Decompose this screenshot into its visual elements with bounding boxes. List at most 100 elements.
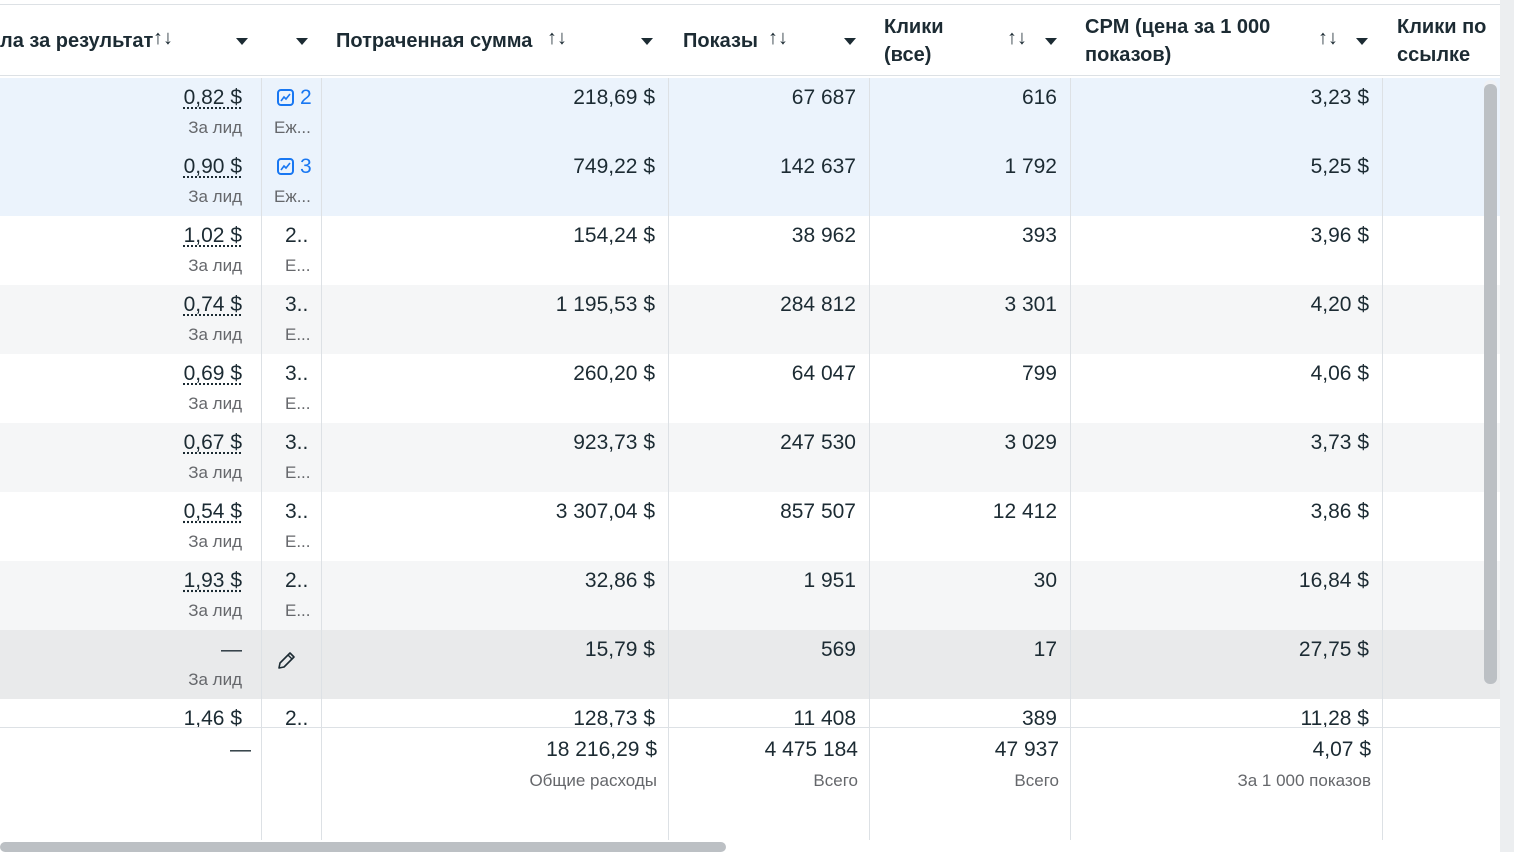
table-cell-clicks: 17 [869, 630, 1071, 699]
totals-cost-per-result: — [230, 738, 251, 761]
table-row[interactable]: — За лид 15,79 $ 569 17 27,75 $ [0, 630, 1500, 699]
spent-value: 32,86 $ [584, 569, 655, 592]
table-row[interactable]: 0,82 $ За лид 2 Еж... 218,69 $ 67 687 616 3,23 … [0, 78, 1500, 147]
chevron-down-icon[interactable] [236, 38, 248, 45]
table-cell-spent: 218,69 $ [321, 78, 669, 147]
table-cell-cpm: 3,86 $ [1070, 492, 1383, 561]
sort-icon[interactable]: ↑↓ [768, 27, 788, 49]
table-row[interactable]: 0,54 $ За лид 3.. Е... 3 307,04 $ 857 507 12 4… [0, 492, 1500, 561]
totals-spent: 18 216,29 $ [546, 738, 657, 761]
table-cell-cpr: 1,02 $ За лид [0, 216, 262, 285]
column-header-link-clicks[interactable]: Клики по ссылке [1382, 4, 1500, 76]
table-row[interactable]: 0,74 $ За лид 3.. Е... 1 195,53 $ 284 812 3 30… [0, 285, 1500, 354]
spent-value: 15,79 $ [584, 638, 655, 661]
cpm-value: 16,84 $ [1298, 569, 1369, 592]
delivery-value: 2.. [285, 707, 309, 730]
trend-chart-icon[interactable] [277, 89, 294, 106]
table-cell-impr: 857 507 [668, 492, 870, 561]
table-cell-cpr: 1,93 $ За лид [0, 561, 262, 630]
cost-per-result-value[interactable]: 1,93 $ [183, 569, 242, 592]
column-header-delivery[interactable] [261, 4, 322, 76]
impressions-value: 1 951 [803, 569, 856, 592]
impressions-value: 67 687 [791, 86, 856, 109]
cost-per-result-value[interactable]: 0,90 $ [183, 155, 242, 178]
pencil-icon[interactable] [275, 650, 297, 677]
cpm-value: 27,75 $ [1298, 638, 1369, 661]
column-header-impressions[interactable]: Показы ↑↓ [668, 4, 870, 76]
chevron-down-icon[interactable] [641, 38, 653, 45]
cost-per-result-label: За лид [188, 394, 242, 413]
table-cell-spent: 15,79 $ [321, 630, 669, 699]
totals-impressions: 4 475 184 [764, 738, 858, 761]
impressions-value: 857 507 [780, 500, 856, 523]
cost-per-result-value[interactable]: 1,02 $ [183, 224, 242, 247]
table-row[interactable]: 0,69 $ За лид 3.. Е... 260,20 $ 64 047 799 4,06… [0, 354, 1500, 423]
vertical-scrollbar-thumb[interactable] [1484, 84, 1497, 684]
table-cell-spent: 154,24 $ [321, 216, 669, 285]
clicks-value: 3 301 [1004, 293, 1057, 316]
table-cell-impr: 38 962 [668, 216, 870, 285]
table-row[interactable]: 0,67 $ За лид 3.. Е... 923,73 $ 247 530 3 029 3… [0, 423, 1500, 492]
horizontal-scrollbar-thumb[interactable] [0, 842, 726, 852]
chevron-down-icon[interactable] [1045, 38, 1057, 45]
cost-per-result-value[interactable]: 0,67 $ [183, 431, 242, 454]
column-header-clicks-all[interactable]: Клики (все) ↑↓ [869, 4, 1071, 76]
sort-icon[interactable]: ↑↓ [1318, 27, 1338, 49]
column-header-cost-per-result[interactable]: ла за результат ↑↓ [0, 4, 262, 76]
sort-icon[interactable]: ↑↓ [1007, 27, 1027, 49]
table-cell-impr: 247 530 [668, 423, 870, 492]
table-row[interactable]: 1,02 $ За лид 2.. Е... 154,24 $ 38 962 393 3,96… [0, 216, 1500, 285]
cpm-value: 4,06 $ [1310, 362, 1369, 385]
cost-per-result-value[interactable]: 0,54 $ [183, 500, 242, 523]
cost-per-result-label: За лид [188, 532, 242, 551]
clicks-value: 1 792 [1004, 155, 1057, 178]
table-cell-clicks: 799 [869, 354, 1071, 423]
table-cell-delivery: 3.. Е... [261, 492, 322, 561]
totals-cell-delivery [261, 728, 322, 840]
cost-per-result-value[interactable]: 0,82 $ [183, 86, 242, 109]
totals-clicks: 47 937 [994, 738, 1059, 761]
table-cell-delivery [261, 630, 322, 699]
sort-icon[interactable]: ↑↓ [547, 27, 567, 49]
delivery-label: Е... [285, 601, 311, 620]
totals-cell-link-clicks [1382, 728, 1500, 840]
column-title-cpm-line1: CPM (цена за 1 000 [1085, 16, 1271, 38]
cpm-value: 3,23 $ [1310, 86, 1369, 109]
chevron-down-icon[interactable] [1356, 38, 1368, 45]
table-cell-delivery: 3.. Е... [261, 354, 322, 423]
delivery-value[interactable]: 2 [300, 86, 312, 109]
totals-cell-clicks: 47 937 Всего [869, 728, 1071, 840]
table-cell-spent: 260,20 $ [321, 354, 669, 423]
delivery-value[interactable]: 3 [300, 155, 312, 178]
chevron-down-icon[interactable] [296, 38, 308, 45]
delivery-value: 2.. [285, 569, 309, 592]
delivery-label: Е... [285, 463, 311, 482]
cost-per-result-value[interactable]: 0,74 $ [183, 293, 242, 316]
table-cell-impr: 67 687 [668, 78, 870, 147]
sort-icon[interactable]: ↑↓ [153, 27, 173, 49]
clicks-value: 389 [1021, 707, 1057, 730]
table-cell-spent: 32,86 $ [321, 561, 669, 630]
impressions-value: 569 [820, 638, 856, 661]
delivery-label: Еж... [274, 118, 311, 137]
table-row[interactable]: 1,93 $ За лид 2.. Е... 32,86 $ 1 951 30 16,84 $ [0, 561, 1500, 630]
table-row[interactable]: 0,90 $ За лид 3 Еж... 749,22 $ 142 637 1 792 5,… [0, 147, 1500, 216]
chevron-down-icon[interactable] [844, 38, 856, 45]
column-header-spent[interactable]: Потраченная сумма ↑↓ [321, 4, 669, 76]
table-cell-clicks: 393 [869, 216, 1071, 285]
delivery-value: 3.. [285, 362, 309, 385]
clicks-value: 393 [1021, 224, 1057, 247]
column-header-cpm[interactable]: CPM (цена за 1 000 показов) ↑↓ [1070, 4, 1383, 76]
table-cell-spent: 923,73 $ [321, 423, 669, 492]
column-title-spent: Потраченная сумма [336, 30, 533, 52]
table-cell-delivery: 3 Еж... [261, 147, 322, 216]
table-cell-clicks: 12 412 [869, 492, 1071, 561]
cpm-value: 3,73 $ [1310, 431, 1369, 454]
column-title-link-clicks-line2: ссылке [1397, 44, 1471, 66]
cost-per-result-value[interactable]: 0,69 $ [183, 362, 242, 385]
cost-per-result-value[interactable]: 1,46 $ [183, 707, 242, 730]
table-cell-delivery: 2.. Е... [261, 561, 322, 630]
table-cell-cpm: 4,20 $ [1070, 285, 1383, 354]
trend-chart-icon[interactable] [277, 158, 294, 175]
